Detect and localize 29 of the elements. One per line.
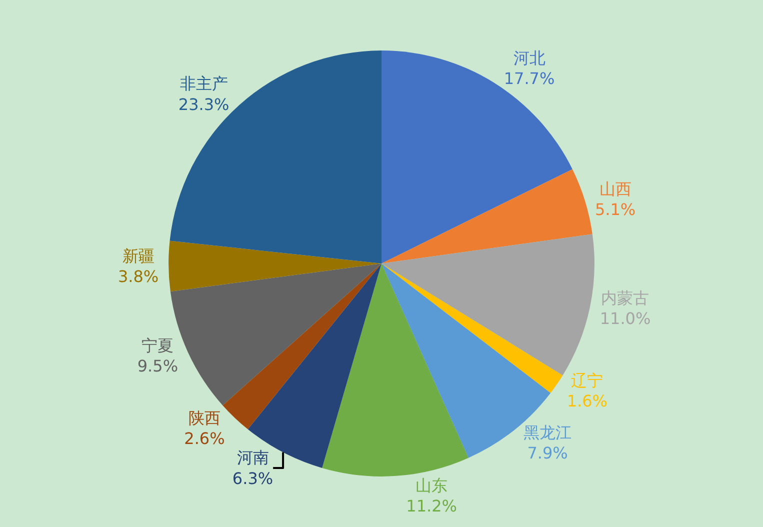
slice-label: 陕西	[188, 408, 220, 428]
pie-slice	[382, 264, 563, 393]
slice-label: 山东	[416, 476, 448, 495]
data-label: 23.3%	[178, 94, 230, 114]
slice-label: 新疆	[122, 246, 154, 266]
data-label: 11.0%	[600, 309, 651, 328]
slice-label: 黑龙江	[524, 422, 572, 442]
data-label: 9.5%	[137, 356, 178, 376]
data-label: 6.3%	[232, 468, 274, 488]
slice-label: 辽宁	[571, 370, 604, 390]
data-label: 7.9%	[527, 444, 568, 463]
pie-slice	[170, 50, 382, 264]
slice-label: 内蒙古	[601, 288, 650, 308]
pie-slice	[222, 264, 382, 430]
pie-slice	[382, 50, 572, 264]
data-label: 5.1%	[594, 200, 636, 220]
slice-label: 河南	[236, 448, 269, 468]
data-label: 17.7%	[504, 69, 555, 88]
data-label: 11.2%	[406, 496, 457, 516]
pie-slice	[382, 169, 592, 264]
slice-label: 非主产	[180, 74, 228, 94]
data-label: 3.8%	[118, 267, 159, 286]
pie-slice	[322, 264, 469, 476]
slice-label: 宁夏	[142, 336, 174, 355]
slice-label: 山西	[599, 179, 632, 198]
data-label: 2.6%	[184, 429, 225, 448]
pie-slice	[168, 240, 382, 292]
slice-label: 河北	[513, 48, 546, 68]
data-label: 1.6%	[566, 392, 608, 411]
